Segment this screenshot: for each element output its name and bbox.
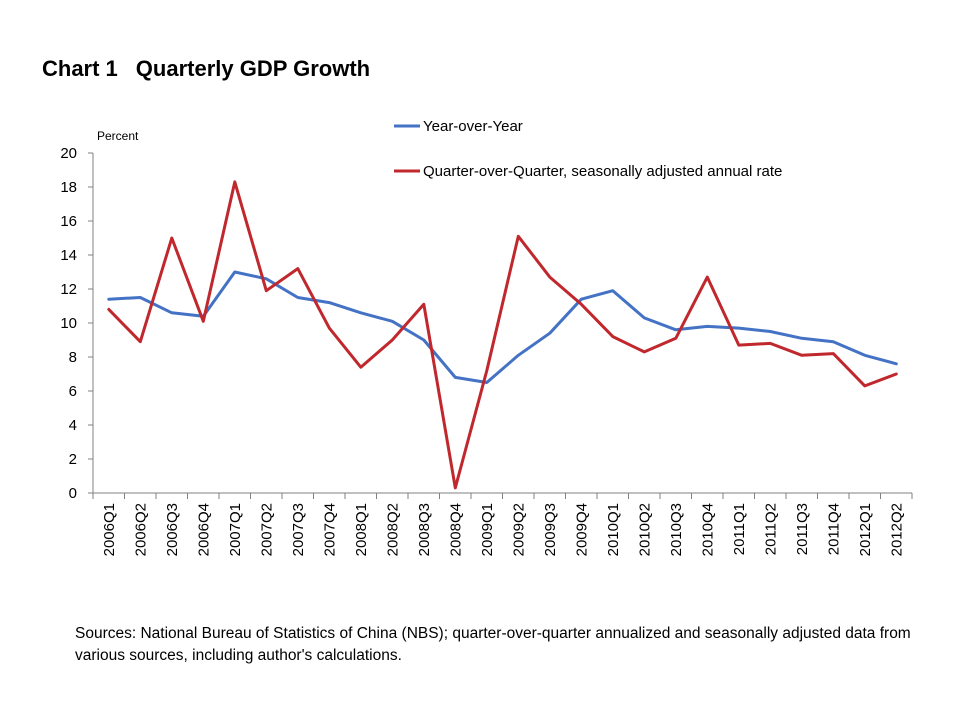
- gdp-growth-line-chart: 0 2 4 6 8 10 12 14 16 18 20 Percent 2006Q1 2006Q2 2006…: [60, 118, 913, 556]
- legend-label: Year-over-Year: [423, 118, 523, 135]
- x-tick-label: 2006Q1: [101, 503, 118, 556]
- x-tick-label: 2011Q2: [762, 503, 779, 555]
- chart-title-text: Quarterly GDP Growth: [135, 56, 371, 81]
- series-line-quarter-over-quarter: [107, 180, 898, 490]
- x-tick-label: 2007Q2: [258, 503, 275, 556]
- chart-title: Chart 1 Quarterly GDP Growth: [42, 56, 370, 82]
- x-tick-label: 2006Q2: [132, 503, 149, 556]
- y-tick-label: 16: [60, 213, 77, 230]
- x-tick-label: 2009Q1: [479, 503, 496, 556]
- x-tick-label: 2012Q1: [857, 503, 874, 556]
- x-tick-label: 2008Q2: [384, 503, 401, 556]
- y-tick-label: 20: [60, 145, 77, 162]
- x-tick-label: 2008Q1: [353, 503, 370, 556]
- y-tick-label: 12: [60, 281, 77, 298]
- y-tick-label: 14: [60, 247, 77, 264]
- y-axis-label: Percent: [97, 129, 139, 143]
- chart-number: Chart 1: [42, 56, 118, 81]
- x-tick-label: 2009Q4: [573, 503, 590, 556]
- x-tick-label: 2010Q4: [699, 503, 716, 556]
- legend-label: Quarter-over-Quarter, seasonally adjuste…: [423, 163, 782, 180]
- x-tick-label: 2011Q4: [825, 503, 842, 555]
- x-tick-label: 2012Q2: [888, 503, 905, 556]
- y-tick-label: 8: [69, 349, 77, 366]
- source-note: Sources: National Bureau of Statistics o…: [75, 625, 911, 664]
- y-tick-label: 18: [60, 179, 77, 196]
- x-tick-label: 2007Q4: [321, 503, 338, 556]
- y-tick-label: 0: [69, 485, 77, 502]
- y-tick-label: 4: [69, 417, 77, 434]
- y-tick-label: 10: [60, 315, 77, 332]
- x-tick-label: 2010Q1: [605, 503, 622, 556]
- x-tick-label: 2006Q3: [164, 503, 181, 556]
- x-tick-label: 2008Q4: [447, 503, 464, 556]
- x-tick-label: 2008Q3: [416, 503, 433, 556]
- y-tick-label: 2: [69, 451, 77, 468]
- x-tick-label: 2010Q2: [636, 503, 653, 556]
- y-tick-label: 6: [69, 383, 77, 400]
- x-tick-label: 2011Q3: [794, 503, 811, 555]
- series-line-year-over-year: [107, 270, 898, 384]
- x-tick-label: 2006Q4: [195, 503, 212, 556]
- x-tick-label: 2009Q3: [542, 503, 559, 556]
- x-tick-label: 2007Q3: [290, 503, 307, 556]
- x-tick-label: 2010Q3: [668, 503, 685, 556]
- x-tick-label: 2011Q1: [731, 503, 748, 555]
- x-tick-label: 2009Q2: [510, 503, 527, 556]
- x-tick-label: 2007Q1: [227, 503, 244, 556]
